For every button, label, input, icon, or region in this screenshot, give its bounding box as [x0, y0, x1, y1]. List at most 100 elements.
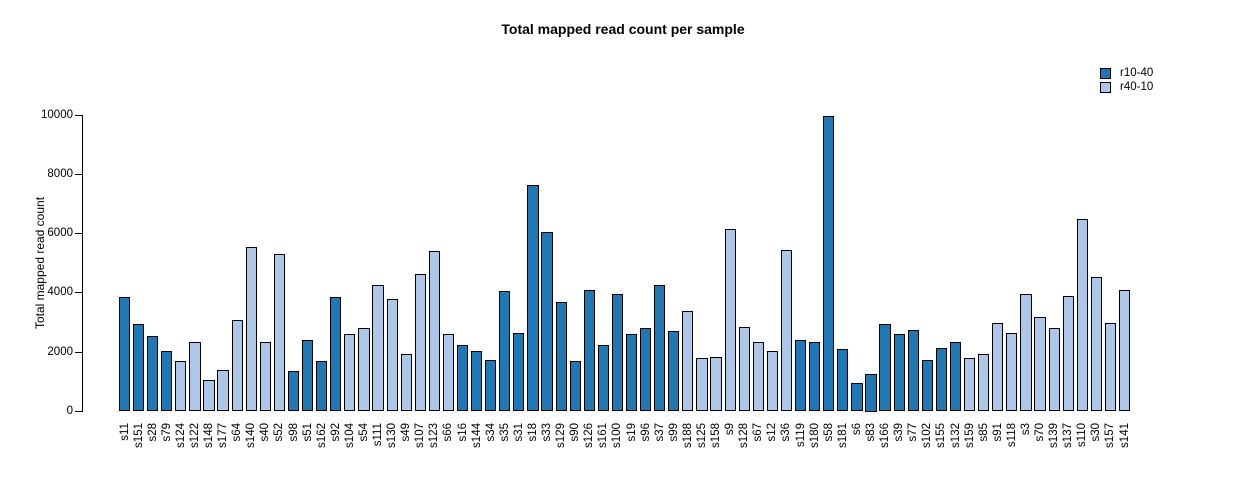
y-tick-label-4000: 4000: [47, 286, 73, 299]
x-tick-label-s137: s137: [1062, 423, 1075, 448]
bar-s54: [358, 328, 370, 412]
x-tick-label-s12: s12: [766, 423, 779, 442]
x-tick-label-s83: s83: [865, 423, 877, 442]
x-tick-label-s139: s139: [1048, 423, 1061, 448]
bar-s111: [372, 285, 384, 412]
bar-s162: [316, 361, 328, 412]
x-tick-label-s155: s155: [935, 423, 948, 448]
x-tick-label-s3: s3: [1019, 423, 1032, 436]
bar-s151: [132, 324, 145, 412]
x-tick-label-s100: s100: [611, 423, 624, 448]
x-tick-label-s124: s124: [174, 423, 187, 448]
bar-s110: [1076, 218, 1088, 412]
x-tick-label-s92: s92: [329, 423, 342, 442]
x-tick-label-s19: s19: [625, 423, 638, 442]
bar-s19: [625, 334, 638, 412]
bar-s3: [1020, 294, 1032, 412]
x-tick-label-s132: s132: [949, 423, 962, 448]
x-tick-label-s77: s77: [907, 423, 920, 442]
bar-s100: [611, 294, 624, 412]
bar-s66: [442, 334, 455, 412]
x-tick-label-s90: s90: [569, 423, 582, 442]
bar-s18: [527, 184, 539, 412]
x-tick-label-s107: s107: [414, 423, 427, 448]
x-tick-label-s9: s9: [724, 423, 737, 436]
x-tick-label-s159: s159: [963, 423, 976, 448]
x-tick-label-s35: s35: [498, 423, 511, 442]
bar-s155: [935, 347, 948, 412]
bar-s30: [1090, 276, 1102, 412]
x-tick-label-s64: s64: [231, 423, 244, 442]
x-tick-label-s36: s36: [780, 423, 793, 442]
bar-s90: [569, 361, 581, 412]
x-tick-label-s33: s33: [541, 423, 554, 442]
y-tick-0: [75, 411, 82, 412]
bar-s158: [710, 356, 722, 412]
x-tick-label-s28: s28: [146, 423, 159, 442]
x-tick-label-s98: s98: [287, 423, 300, 442]
legend-item-r10-40: r10-40: [1100, 66, 1153, 80]
y-tick-6000: [75, 233, 82, 235]
y-tick-2000: [75, 351, 82, 353]
y-tick-4000: [75, 292, 82, 294]
bar-s132: [949, 341, 962, 412]
x-tick-label-s37: s37: [653, 423, 666, 442]
bar-s159: [964, 358, 976, 412]
legend-swatch-r10-40-icon: [1100, 67, 1111, 79]
x-tick-label-s30: s30: [1090, 423, 1103, 442]
bar-s98: [287, 371, 300, 412]
legend-label-r40-10: r40-10: [1120, 81, 1154, 93]
bar-s177: [217, 369, 229, 412]
bar-s166: [879, 324, 891, 412]
bar-s104: [344, 334, 356, 412]
bar-s40: [259, 341, 271, 412]
x-tick-label-s162: s162: [315, 423, 328, 448]
bar-s118: [1006, 332, 1018, 412]
bar-s12: [766, 350, 778, 412]
x-tick-label-s140: s140: [245, 423, 258, 448]
x-tick-label-s96: s96: [639, 423, 652, 442]
x-tick-label-s91: s91: [991, 423, 1004, 442]
x-tick-label-s39: s39: [893, 423, 906, 442]
x-tick-label-s188: s188: [681, 423, 694, 448]
x-tick-label-s102: s102: [921, 423, 934, 448]
bar-s102: [921, 359, 933, 412]
y-axis-title: Total mapped read count: [33, 196, 47, 330]
x-tick-label-s51: s51: [301, 423, 314, 442]
bar-s139: [1048, 328, 1060, 412]
x-tick-label-s119: s119: [794, 423, 807, 448]
x-tick-label-s148: s148: [203, 423, 215, 448]
y-tick-8000: [75, 173, 82, 175]
bar-s51: [302, 340, 314, 412]
x-tick-label-s166: s166: [879, 423, 892, 448]
bar-s36: [780, 249, 793, 412]
x-tick-label-s11: s11: [118, 423, 131, 441]
bar-s85: [978, 353, 990, 412]
bar-s180: [809, 341, 821, 412]
bar-s9: [724, 229, 736, 412]
x-tick-label-s141: s141: [1118, 423, 1131, 448]
y-tick-label-0: 0: [66, 405, 73, 417]
legend-label-r10-40: r10-40: [1120, 67, 1154, 79]
y-tick-label-2000: 2000: [47, 345, 73, 358]
y-tick-label-6000: 6000: [47, 227, 73, 240]
x-tick-label-s85: s85: [977, 423, 990, 442]
x-tick-label-s123: s123: [428, 423, 441, 448]
bar-s128: [738, 326, 750, 412]
x-tick-label-s130: s130: [386, 423, 399, 448]
bar-s39: [893, 334, 905, 412]
y-tick-label-8000: 8000: [47, 167, 73, 180]
x-tick-label-s128: s128: [738, 423, 751, 448]
x-tick-label-s125: s125: [695, 423, 708, 448]
bar-s125: [696, 358, 708, 412]
bar-s70: [1034, 316, 1046, 412]
bar-s130: [386, 298, 398, 412]
y-tick-10000: [75, 114, 82, 116]
x-tick-label-s16: s16: [456, 423, 469, 442]
bar-s67: [752, 341, 764, 412]
bar-s188: [682, 310, 694, 412]
x-tick-label-s110: s110: [1076, 423, 1089, 448]
x-tick-label-s157: s157: [1104, 423, 1117, 448]
x-tick-label-s118: s118: [1005, 423, 1018, 448]
bar-s58: [823, 116, 835, 412]
